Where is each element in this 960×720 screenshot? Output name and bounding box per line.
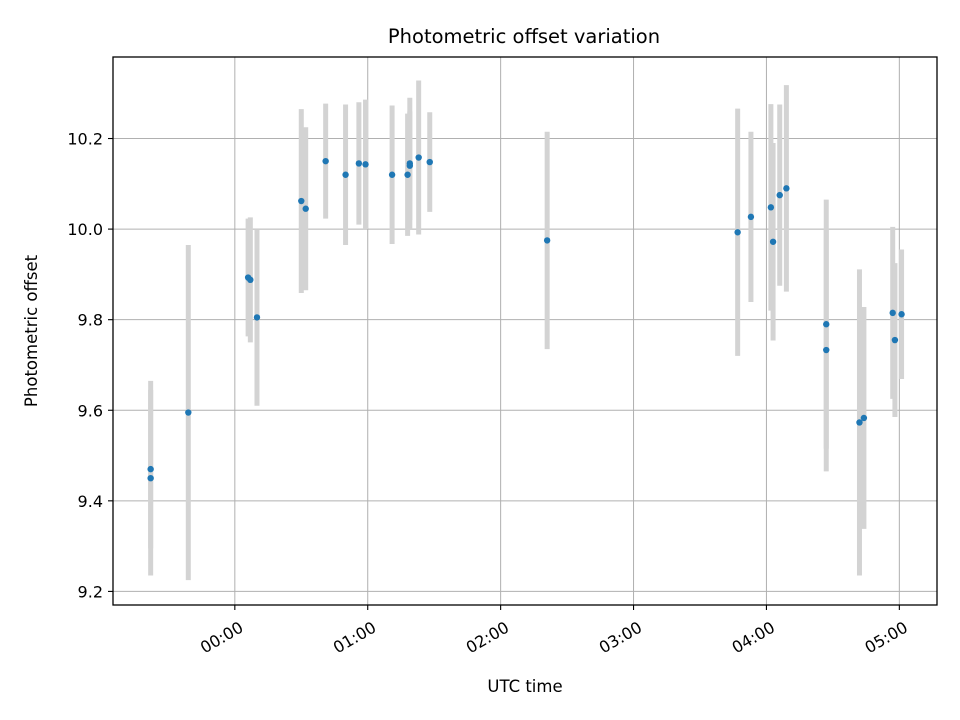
data-point xyxy=(734,229,741,236)
data-point xyxy=(147,465,154,473)
x-axis-ticks: 00:00 01:00 02:00 03:00 04:00 05:00 xyxy=(197,605,911,657)
data-point xyxy=(889,309,896,317)
data-points xyxy=(147,154,905,482)
data-point xyxy=(860,414,868,422)
data-point xyxy=(426,158,433,166)
y-axis-ticks: 9.2 9.4 9.6 9.8 10.0 10.2 xyxy=(67,130,113,601)
data-point xyxy=(543,237,551,244)
data-point xyxy=(253,314,261,321)
data-point xyxy=(298,197,305,205)
data-point xyxy=(776,191,783,199)
y-tick-label: 9.4 xyxy=(78,492,103,511)
data-point xyxy=(406,162,414,169)
x-tick-label: 03:00 xyxy=(596,618,645,658)
data-point xyxy=(856,419,863,426)
x-tick-label: 04:00 xyxy=(729,618,778,658)
y-tick-label: 9.6 xyxy=(78,401,103,420)
chart-title: Photometric offset variation xyxy=(388,25,660,48)
error-bars xyxy=(148,80,905,581)
data-point xyxy=(769,238,777,245)
axes-frame xyxy=(112,56,938,606)
data-point xyxy=(783,185,790,192)
data-point xyxy=(185,409,192,416)
data-point xyxy=(898,311,905,318)
data-point xyxy=(404,171,411,178)
x-tick-label: 02:00 xyxy=(463,618,512,658)
x-axis-label: UTC time xyxy=(487,677,562,696)
data-point xyxy=(147,474,154,482)
data-point xyxy=(388,171,396,178)
data-point xyxy=(322,157,329,165)
data-point xyxy=(247,276,254,284)
data-point xyxy=(302,205,309,212)
data-point xyxy=(355,160,363,167)
x-tick-label: 01:00 xyxy=(330,618,379,658)
data-point xyxy=(747,213,755,221)
y-tick-label: 10.2 xyxy=(67,130,103,149)
data-point xyxy=(767,204,775,211)
data-point xyxy=(891,336,899,344)
grid xyxy=(113,57,937,605)
y-tick-label: 9.2 xyxy=(78,582,103,601)
y-tick-label: 10.0 xyxy=(67,220,103,239)
data-point xyxy=(342,171,349,178)
x-tick-label: 00:00 xyxy=(197,618,246,658)
data-point xyxy=(823,321,830,328)
data-point xyxy=(415,154,422,161)
data-point xyxy=(823,346,830,354)
y-tick-label: 9.8 xyxy=(78,311,103,330)
data-point xyxy=(362,161,369,168)
x-tick-label: 05:00 xyxy=(862,618,911,658)
y-axis-label: Photometric offset xyxy=(22,254,41,407)
